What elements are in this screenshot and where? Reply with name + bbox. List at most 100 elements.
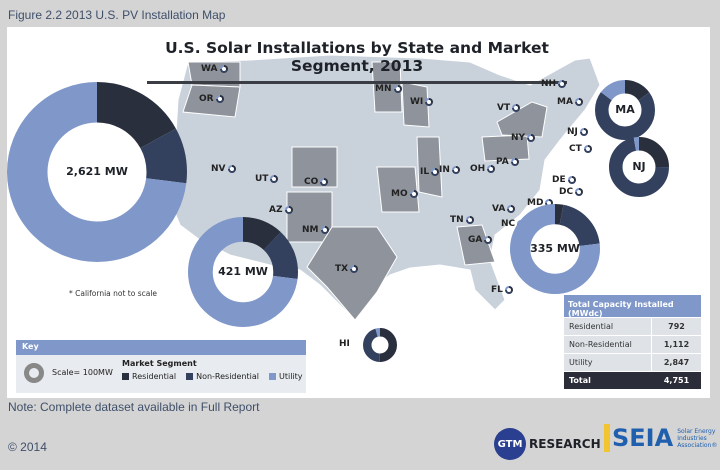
donut-nj <box>609 137 669 197</box>
state-label-pa: PA <box>496 157 519 167</box>
gtm-logo-text: RESEARCH <box>529 437 601 451</box>
state-donut-icon <box>487 165 496 173</box>
state-code: PA <box>496 157 509 167</box>
donut-segment-utility <box>188 217 298 327</box>
donut-segment-utility <box>609 137 669 197</box>
state-code: WI <box>410 97 424 107</box>
table-row: Residential 792 <box>564 317 701 335</box>
legend-residential: Residential <box>122 372 176 381</box>
state-code: OR <box>199 94 214 104</box>
row-label: Non-Residential <box>564 336 652 353</box>
legend-label: Utility <box>278 372 303 381</box>
swatch-utility <box>268 373 276 380</box>
state-label-or: OR <box>199 94 224 104</box>
state-or <box>182 84 241 118</box>
state-donut-icon <box>227 165 236 173</box>
state-code: NJ <box>567 127 578 137</box>
state-label-nj: NJ <box>567 127 588 137</box>
table-row: Utility 2,847 <box>564 353 701 371</box>
state-label-oh: OH <box>470 164 496 174</box>
footnote: Note: Complete dataset available in Full… <box>8 400 260 414</box>
state-code: CT <box>569 144 582 154</box>
donut-label: 2,621 MW <box>66 165 128 178</box>
scale-ring-icon <box>24 363 44 383</box>
state-code: IN <box>439 165 450 175</box>
legend: Residential Non-Residential Utility <box>122 372 303 381</box>
seia-logo-text: SEIA <box>604 424 673 452</box>
donut-label: NJ <box>632 160 646 173</box>
donut-segment-non-residential <box>363 328 397 362</box>
state-label-nv: NV <box>211 164 236 174</box>
seia-logo-subtext: Solar Energy Industries Association® <box>677 427 718 449</box>
state-label-tx: TX <box>335 264 359 274</box>
donut-label: MA <box>615 103 635 116</box>
state-code: DE <box>552 175 566 185</box>
state-label-mo: MO <box>391 189 418 199</box>
state-donut-icon <box>527 134 536 142</box>
state-donut-icon <box>574 98 583 106</box>
state-donut-icon <box>507 205 516 213</box>
state-mn <box>371 61 403 113</box>
state-code: NM <box>302 225 319 235</box>
state-donut-icon <box>215 95 224 103</box>
state-label-de: DE <box>552 175 576 185</box>
state-donut-icon <box>320 178 329 186</box>
state-donut-icon <box>393 85 402 93</box>
donut-ca <box>7 82 187 262</box>
state-code: TX <box>335 264 349 274</box>
state-label-tn: TN <box>450 215 474 225</box>
state-label-ny: NY <box>511 133 536 143</box>
row-value: 2,847 <box>663 358 690 367</box>
capacity-table: Total Capacity Installed (MWdc) Resident… <box>564 295 701 389</box>
state-donut-icon <box>579 128 588 136</box>
state-ga <box>456 224 496 266</box>
state-label-fl: FL <box>491 285 513 295</box>
table-row: Non-Residential 1,112 <box>564 335 701 353</box>
row-value: 1,112 <box>663 340 690 349</box>
state-code: VA <box>492 204 506 214</box>
state-tx <box>306 226 398 321</box>
row-label: Residential <box>564 318 652 335</box>
state-donut-icon <box>484 236 493 244</box>
donut-segment-utility <box>363 328 397 362</box>
state-donut-icon <box>350 265 359 273</box>
state-donut-icon <box>512 104 521 112</box>
state-label-il: IL <box>420 167 440 177</box>
state-label-ma: MA <box>557 97 583 107</box>
legend-non-residential: Non-Residential <box>186 372 259 381</box>
state-donut-icon <box>409 190 418 198</box>
donut-segment-non-residential <box>609 137 669 197</box>
donut-az <box>188 217 298 327</box>
gtm-research-logo: GTM RESEARCH <box>494 428 601 460</box>
state-wi <box>401 81 430 128</box>
table-total-row: Total 4,751 <box>564 371 701 389</box>
state-code: MO <box>391 189 408 199</box>
california-note: * California not to scale <box>69 289 158 298</box>
seia-logo: SEIA Solar Energy Industries Association® <box>604 424 720 452</box>
state-label-hi: HI <box>339 339 350 349</box>
state-label-vt: VT <box>497 103 521 113</box>
state-donut-icon <box>567 176 576 184</box>
state-donut-icon <box>425 98 434 106</box>
state-il <box>416 136 443 198</box>
state-donut-icon <box>284 206 293 214</box>
state-donut-icon <box>510 158 519 166</box>
state-code: VT <box>497 103 511 113</box>
state-donut-icon <box>583 145 592 153</box>
figure-caption: Figure 2.2 2013 U.S. PV Installation Map <box>8 8 226 22</box>
state-ny <box>496 101 548 138</box>
scale-label: Scale= 100MW <box>52 368 113 377</box>
state-label-nh: NH <box>541 79 567 89</box>
swatch-non-residential <box>186 373 194 380</box>
table-header: Total Capacity Installed (MWdc) <box>564 295 701 318</box>
state-donut-icon <box>575 188 584 196</box>
legend-label: Residential <box>132 372 177 381</box>
chart-title: U.S. Solar Installations by State and Ma… <box>147 39 567 84</box>
state-code: NH <box>541 79 557 89</box>
state-code: MD <box>527 198 544 208</box>
donut-segment-utility <box>510 204 600 294</box>
map-panel: U.S. Solar Installations by State and Ma… <box>7 27 710 398</box>
state-co <box>291 146 338 188</box>
state-code: NC <box>501 219 516 229</box>
state-code: OH <box>470 164 486 174</box>
